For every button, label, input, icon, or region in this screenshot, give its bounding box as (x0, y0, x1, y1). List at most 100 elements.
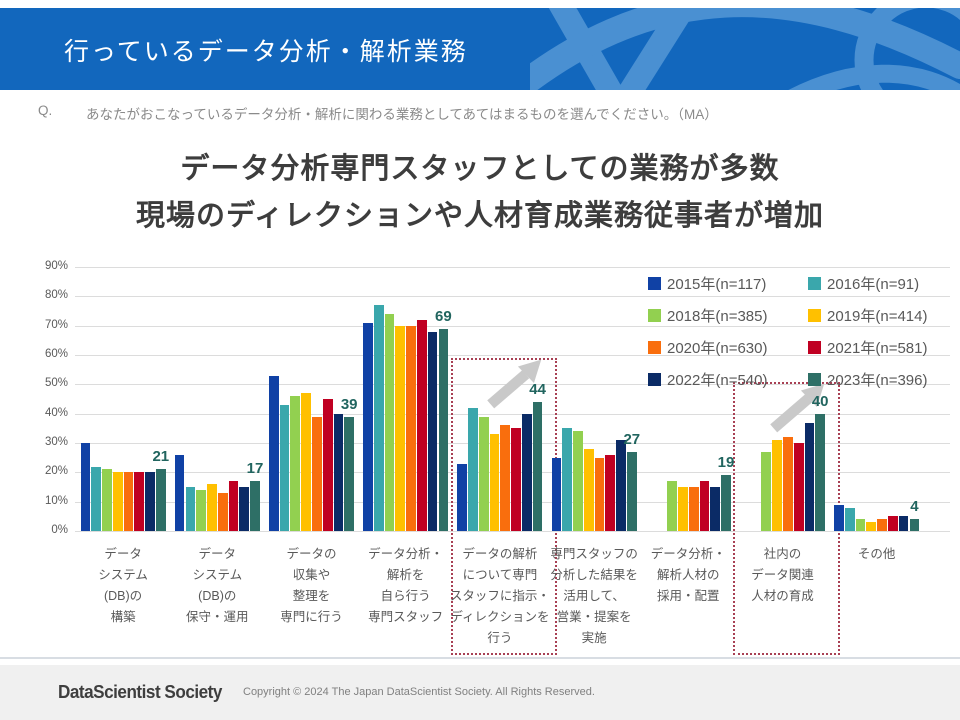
bar (721, 475, 731, 531)
y-axis-tick-label: 70% (44, 318, 68, 331)
legend-label: 2021年(n=581) (827, 340, 928, 357)
y-axis-tick-label: 40% (44, 406, 68, 419)
bar (322, 399, 333, 531)
bar (438, 328, 449, 531)
x-axis-category-label: データ分析・ 解析人材の 採用・配置 (650, 547, 726, 603)
x-axis-category-label: その他 (857, 547, 896, 561)
bar (772, 440, 782, 531)
bar (333, 413, 344, 531)
legend-label: 2016年(n=91) (827, 276, 920, 293)
bar (500, 425, 511, 531)
bar (417, 319, 427, 531)
bar (384, 313, 395, 531)
legend-swatch-icon (808, 341, 821, 354)
bar (290, 396, 301, 531)
slide-footer: DataScientist Society Copyright © 2024 T… (0, 665, 960, 720)
bar (134, 472, 145, 531)
bar (573, 431, 583, 531)
bar (898, 516, 909, 531)
bar (363, 322, 373, 531)
growth-arrow-icon (764, 377, 832, 437)
legend-swatch-icon (648, 277, 661, 290)
bar-value-label: 39 (340, 395, 358, 413)
headline: データ分析専門スタッフとしての業務が多数 現場のディレクションや人材育成業務従事… (0, 146, 960, 240)
legend-label: 2020年(n=630) (667, 340, 768, 357)
bar (804, 422, 815, 531)
y-axis-tick-label: 60% (44, 348, 68, 360)
bar (583, 448, 594, 531)
slide-header: 行っているデータ分析・解析業務 (0, 8, 960, 90)
legend-swatch-icon (648, 341, 661, 354)
legend-item: 2015年(n=117) (648, 273, 808, 294)
bar (521, 413, 532, 531)
x-axis-category-label: データ システム (DB)の 保守・運用 (186, 547, 249, 624)
bar-value-label: 40 (811, 392, 829, 410)
y-axis-tick-label: 20% (44, 465, 68, 478)
x-axis-category-label: データ分析・ 解析を 自ら行う 専門スタッフ (368, 547, 444, 624)
bar-value-label: 44 (529, 380, 546, 398)
legend-swatch-icon (808, 309, 821, 322)
legend-item: 2018年(n=385) (648, 305, 808, 326)
legend-item: 2021年(n=581) (808, 337, 928, 358)
bar (551, 457, 562, 531)
bar (373, 305, 384, 531)
legend-label: 2019年(n=414) (827, 308, 928, 325)
bar (877, 519, 887, 531)
bar (667, 481, 677, 531)
bar (279, 404, 290, 531)
legend-label: 2015年(n=117) (667, 276, 767, 293)
legend-item: 2020年(n=630) (648, 337, 808, 358)
gridline (75, 296, 950, 298)
bar (468, 407, 478, 531)
bar (207, 484, 217, 531)
bar (395, 325, 406, 531)
bar (562, 428, 573, 531)
bar (427, 331, 438, 531)
bar (312, 416, 322, 531)
chart-legend: 2015年(n=117) 2016年(n=91) 2018年(n=385) 2019年… (648, 273, 928, 390)
y-axis-tick-label: 10% (44, 494, 68, 507)
x-axis-category-label: データの解析 について専門 スタッフに指示・ ディレクションを 行う (449, 547, 550, 645)
bar (155, 469, 166, 531)
y-axis-tick-label: 80% (44, 289, 68, 302)
bar (688, 487, 699, 531)
legend-item: 2023年(n=396) (808, 369, 928, 390)
bar (91, 466, 102, 531)
bar (217, 492, 228, 531)
question-prefix: Q. (38, 103, 53, 118)
bar (511, 428, 521, 531)
x-axis-category-label: データの 収集や 整理を 専門に行う (280, 547, 343, 624)
legend-item: 2019年(n=414) (808, 305, 928, 326)
copyright-text: Copyright © 2024 The Japan DataScientist… (243, 686, 595, 698)
bar (301, 393, 311, 531)
bar (783, 437, 793, 531)
question-text: あなたがおこなっているデータ分析・解析に関わる業務としてあてはまるものを選んでく… (86, 107, 718, 122)
bar (457, 463, 468, 531)
x-axis-category-label: データ システム (DB)の 構築 (98, 547, 148, 624)
bar (406, 325, 416, 531)
bar-value-label: 21 (152, 448, 170, 466)
bar (268, 375, 279, 531)
bar (909, 519, 920, 531)
bar (478, 416, 489, 531)
bar (815, 413, 826, 531)
legend-swatch-icon (808, 373, 821, 386)
bar (866, 522, 877, 531)
gridline (75, 355, 950, 356)
bar (844, 507, 855, 531)
y-axis-tick-label: 90% (44, 260, 68, 272)
legend-swatch-icon (808, 277, 821, 290)
gridline (75, 413, 950, 415)
bar (532, 401, 543, 531)
legend-item: 2022年(n=540) (648, 369, 808, 390)
bar (80, 443, 91, 531)
legend-label: 2018年(n=385) (667, 308, 768, 325)
bar-value-label: 4 (910, 498, 919, 516)
legend-label: 2023年(n=396) (827, 372, 928, 389)
bar (710, 487, 721, 531)
bar (793, 443, 804, 531)
y-axis-tick-label: 30% (44, 436, 68, 448)
bar (250, 481, 260, 531)
bar (594, 457, 605, 531)
